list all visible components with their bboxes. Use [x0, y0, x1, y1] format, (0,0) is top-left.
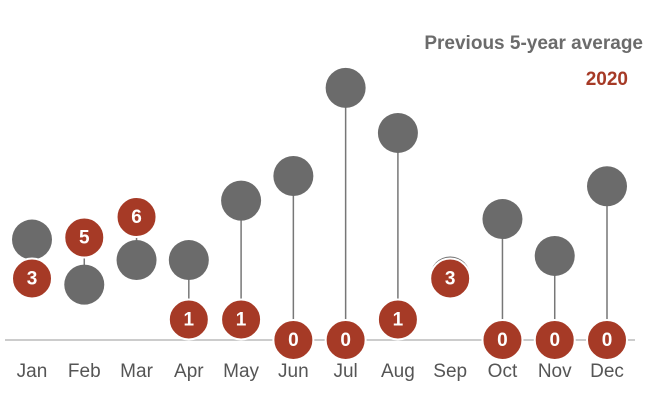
- current-dot: [167, 298, 210, 341]
- x-tick-label: Dec: [590, 361, 624, 382]
- current-dot: [586, 319, 628, 361]
- x-tick-label: May: [223, 361, 259, 382]
- average-dot: [64, 264, 105, 305]
- value-label: 0: [288, 330, 299, 351]
- x-tick-label: Feb: [68, 361, 101, 382]
- value-label: 0: [549, 330, 560, 351]
- x-tick-label: Apr: [174, 361, 204, 382]
- value-label: 0: [340, 330, 351, 351]
- average-dot: [482, 199, 523, 240]
- current-dot: [272, 319, 315, 361]
- average-dot: [325, 67, 366, 108]
- value-label: 3: [27, 269, 38, 290]
- x-tick-label: Sep: [433, 361, 467, 382]
- value-label: 0: [602, 330, 613, 351]
- x-tick-label: Oct: [488, 361, 518, 382]
- average-dot: [116, 240, 157, 281]
- current-dot: [324, 319, 367, 361]
- average-dot: [221, 180, 262, 221]
- value-label: 3: [445, 269, 456, 290]
- value-label: 1: [184, 310, 195, 331]
- x-tick-label: Jan: [17, 361, 48, 382]
- average-dot: [168, 240, 209, 281]
- current-dot: [63, 216, 106, 259]
- x-tick-label: Mar: [120, 361, 153, 382]
- current-dot: [11, 257, 53, 300]
- x-tick-label: Jun: [278, 361, 309, 382]
- x-tick-label: Aug: [381, 361, 415, 382]
- average-dot: [587, 166, 627, 207]
- x-tick-label: Jul: [333, 361, 357, 382]
- current-dot: [533, 319, 576, 361]
- current-dot: [376, 298, 419, 341]
- x-tick-label: Nov: [538, 361, 572, 382]
- average-dot: [377, 112, 418, 153]
- value-label: 1: [393, 310, 404, 331]
- value-label: 0: [497, 330, 508, 351]
- average-dot: [12, 219, 52, 260]
- value-label: 6: [131, 207, 142, 228]
- average-dot: [273, 156, 314, 196]
- value-label: 1: [236, 310, 247, 331]
- current-dot: [220, 298, 263, 341]
- current-dot: [115, 196, 158, 238]
- legend-label: Previous 5-year average: [424, 33, 643, 54]
- value-label: 5: [79, 228, 90, 249]
- current-dot: [481, 319, 524, 361]
- current-dot: [429, 257, 472, 300]
- legend-label: 2020: [586, 69, 628, 90]
- average-dot: [534, 235, 575, 276]
